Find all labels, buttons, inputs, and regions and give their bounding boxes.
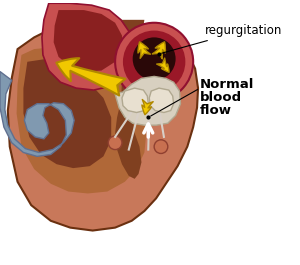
Polygon shape (122, 88, 148, 113)
Circle shape (154, 140, 168, 153)
Text: Normal: Normal (200, 78, 254, 91)
Polygon shape (42, 3, 134, 90)
Polygon shape (112, 20, 144, 179)
Polygon shape (23, 59, 111, 168)
Text: regurgitation: regurgitation (162, 24, 282, 53)
Text: flow: flow (200, 104, 232, 117)
Polygon shape (16, 47, 146, 193)
Circle shape (108, 136, 122, 149)
Polygon shape (54, 10, 123, 72)
Text: blood: blood (200, 91, 242, 104)
Polygon shape (115, 76, 181, 125)
Circle shape (123, 30, 185, 93)
Polygon shape (8, 20, 198, 231)
Polygon shape (149, 88, 174, 113)
Polygon shape (0, 72, 74, 156)
Circle shape (133, 37, 176, 80)
Circle shape (115, 23, 193, 101)
